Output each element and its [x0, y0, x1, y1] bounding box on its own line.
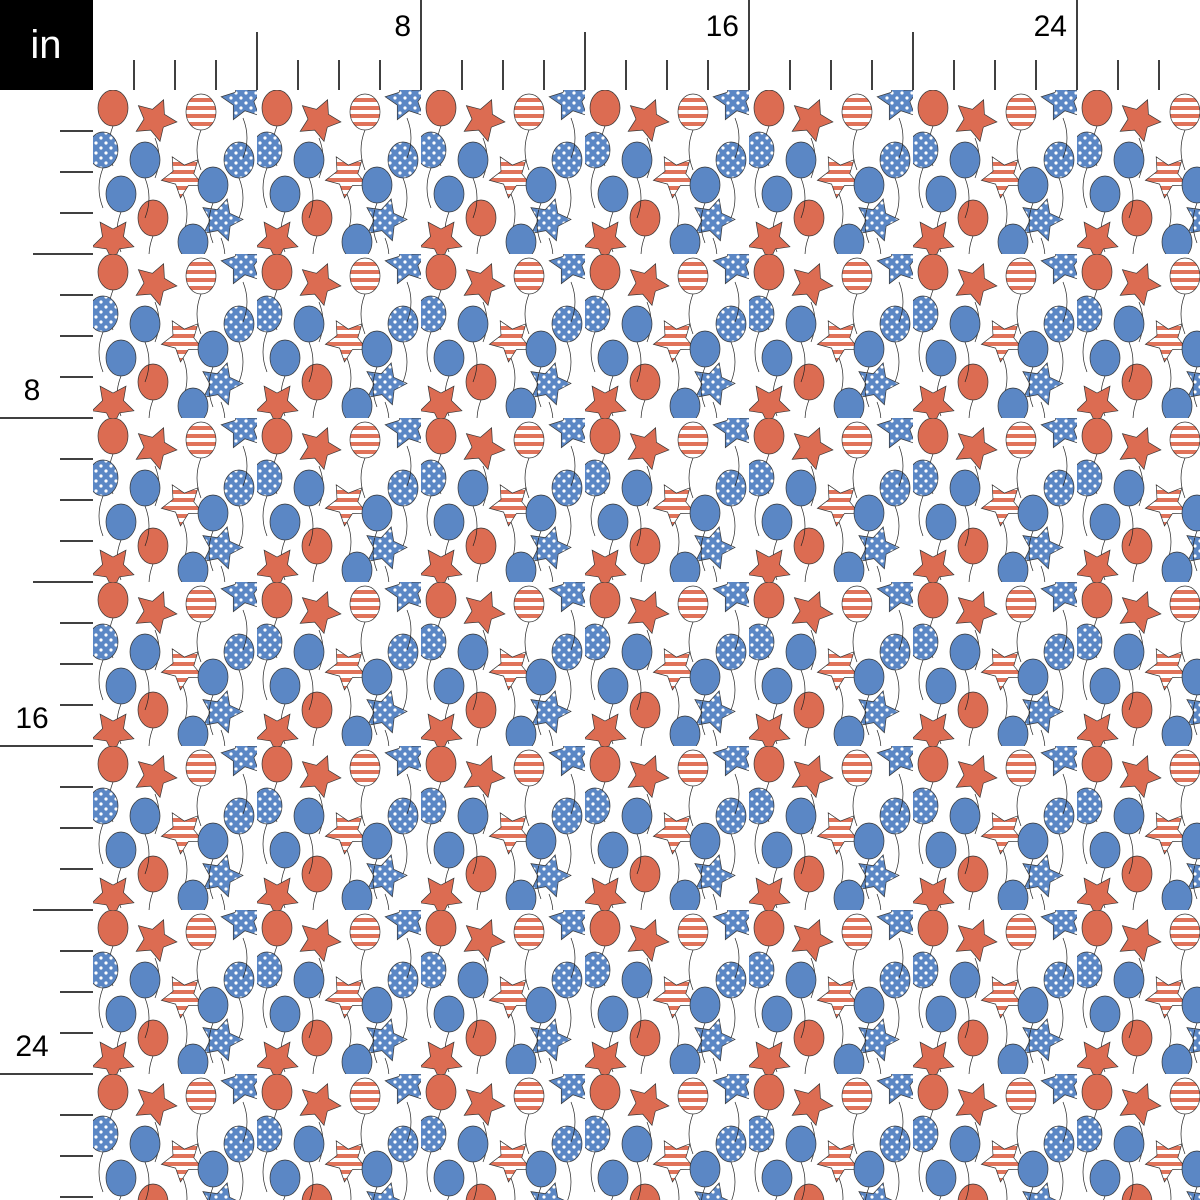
left-ruler	[0, 0, 93, 1200]
top-ruler-label: 8	[394, 10, 411, 43]
top-ruler-label: 24	[1034, 10, 1067, 43]
left-ruler-label: 24	[15, 1030, 48, 1063]
left-ruler-label: 16	[15, 702, 48, 735]
top-ruler	[0, 0, 1200, 90]
top-ruler-label: 16	[706, 10, 739, 43]
unit-label: in	[30, 23, 61, 67]
ruler-ticks: 8 16 24 8 16 24	[0, 0, 1160, 1198]
left-ruler-label: 8	[24, 374, 41, 407]
unit-box	[0, 0, 93, 90]
fabric-pattern	[93, 90, 1200, 1200]
